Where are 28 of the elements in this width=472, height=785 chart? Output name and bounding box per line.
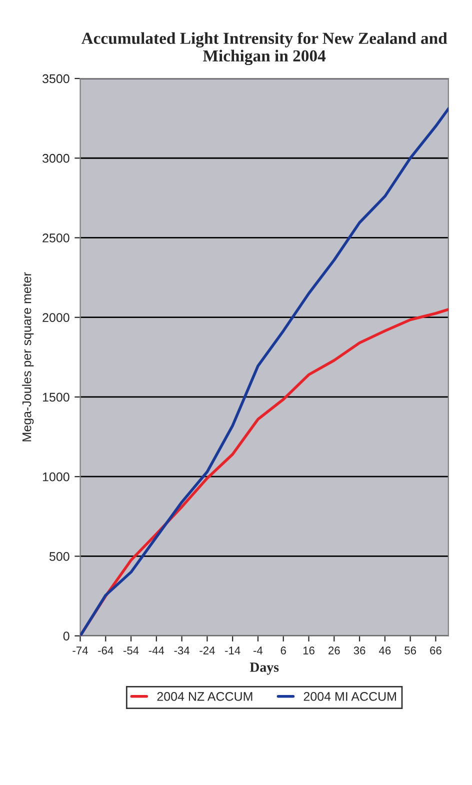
x-tick-label: 16 xyxy=(303,646,314,654)
legend-label: 2004 NZ ACCUM xyxy=(157,692,252,701)
x-tick-label: -44 xyxy=(148,646,164,654)
x-tick-label: -24 xyxy=(200,646,215,654)
x-tick-label: 66 xyxy=(430,646,442,654)
y-tick-label: 2000 xyxy=(42,313,70,322)
x-tick-label: 56 xyxy=(404,646,416,654)
x-tick-label: 26 xyxy=(328,646,340,654)
chart-title: Accumulated Light Intrensity for New Zealand and Michigan in 2004 xyxy=(81,32,448,66)
y-tick-label: 1500 xyxy=(42,392,70,402)
x-tick-label: 46 xyxy=(379,646,391,654)
y-tick-label: 0 xyxy=(63,632,70,640)
x-tick-label: -14 xyxy=(225,646,240,654)
y-tick-label: 2500 xyxy=(42,234,70,242)
y-tick-label: 1000 xyxy=(42,472,70,482)
x-tick-label: 36 xyxy=(354,646,366,654)
x-tick-label: -54 xyxy=(123,646,139,654)
x-axis-title: Days xyxy=(250,662,279,675)
y-axis-title: Mega-Joules per square meter xyxy=(22,272,34,442)
y-tick-label: 500 xyxy=(49,552,70,561)
y-tick-label: 3500 xyxy=(42,74,70,84)
x-tick-label: -34 xyxy=(174,646,190,654)
x-tick-label: -64 xyxy=(98,646,114,654)
x-tick-label: -74 xyxy=(72,646,88,654)
x-tick-label: 6 xyxy=(280,646,286,654)
x-tick-label: -4 xyxy=(254,646,263,654)
y-tick-label: 3000 xyxy=(42,154,70,163)
legend-label: 2004 MI ACCUM xyxy=(304,692,396,701)
